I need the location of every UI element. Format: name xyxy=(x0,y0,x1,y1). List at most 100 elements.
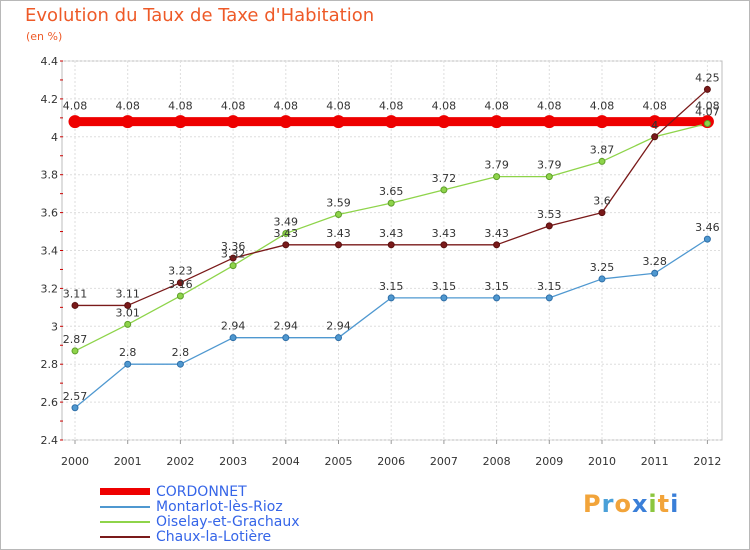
data-point-oiselay xyxy=(282,229,290,237)
x-tick-label: 2007 xyxy=(430,455,458,468)
data-point-montarlot xyxy=(703,235,711,243)
chart-unit-label: (en %) xyxy=(26,30,63,43)
y-tick-label: 3.6 xyxy=(41,207,59,220)
y-tick-label: 2.4 xyxy=(41,434,59,447)
data-point-chaux xyxy=(335,241,342,249)
data-point-cordonnet xyxy=(121,115,135,129)
data-point-chaux xyxy=(598,209,606,217)
data-label-chaux: 3.11 xyxy=(63,287,88,300)
legend: CORDONNET Montarlot-lès-Rioz Oiselay-et-… xyxy=(100,483,400,545)
data-point-montarlot xyxy=(387,294,395,302)
data-label-oiselay: 2.87 xyxy=(63,333,88,346)
legend-item-cordonnet: CORDONNET xyxy=(100,483,400,500)
data-label-chaux: 4.25 xyxy=(695,71,720,84)
data-point-montarlot xyxy=(493,294,501,302)
legend-label: Chaux-la-Lotière xyxy=(156,528,272,545)
data-point-cordonnet xyxy=(648,115,662,129)
data-label-cordonnet: 4.08 xyxy=(484,100,509,113)
x-tick-label: 2011 xyxy=(641,455,669,468)
data-point-chaux xyxy=(651,133,659,141)
data-label-montarlot: 3.15 xyxy=(432,280,457,293)
data-point-chaux xyxy=(493,241,501,249)
data-label-oiselay: 4.07 xyxy=(695,106,720,119)
data-label-oiselay: 3.49 xyxy=(274,215,299,228)
logo-letter: i xyxy=(648,490,658,518)
data-label-cordonnet: 4.08 xyxy=(432,100,457,113)
data-label-cordonnet: 4.08 xyxy=(63,100,88,113)
x-tick-label: 2004 xyxy=(272,455,300,468)
data-point-oiselay xyxy=(176,292,184,300)
data-point-montarlot xyxy=(598,275,606,283)
legend-swatch-chaux xyxy=(100,535,150,538)
legend-label: CORDONNET xyxy=(156,483,247,500)
data-point-oiselay xyxy=(545,173,553,181)
data-label-chaux: 3.23 xyxy=(168,265,193,278)
data-label-oiselay: 3.59 xyxy=(326,196,351,209)
data-point-cordonnet xyxy=(595,115,609,129)
y-tick-label: 3.4 xyxy=(41,245,59,258)
x-tick-label: 2003 xyxy=(219,455,247,468)
data-point-cordonnet xyxy=(68,115,82,129)
data-point-chaux xyxy=(282,241,290,249)
data-label-montarlot: 2.94 xyxy=(221,320,246,333)
legend-swatch-oiselay xyxy=(100,520,150,523)
data-point-cordonnet xyxy=(279,115,293,129)
chart-title: Evolution du Taux de Taxe d'Habitation xyxy=(25,5,375,26)
x-tick-label: 2006 xyxy=(377,455,405,468)
logo-letter: r xyxy=(601,490,615,518)
data-label-oiselay: 3.79 xyxy=(484,159,509,172)
data-point-chaux xyxy=(176,279,184,287)
data-label-oiselay: 3.87 xyxy=(590,143,615,156)
data-point-montarlot xyxy=(124,360,132,368)
data-label-cordonnet: 4.08 xyxy=(695,100,720,113)
data-point-cordonnet xyxy=(226,115,240,129)
data-label-cordonnet: 4.08 xyxy=(221,100,246,113)
data-point-oiselay xyxy=(71,347,79,355)
data-label-chaux: 3.11 xyxy=(115,287,140,300)
y-tick-label: 2.6 xyxy=(41,396,59,409)
x-tick-label: 2005 xyxy=(325,455,353,468)
data-label-montarlot: 3.15 xyxy=(484,280,509,293)
logo-letter: i xyxy=(670,490,680,518)
data-point-montarlot xyxy=(176,360,184,368)
legend-label: Oiselay-et-Grachaux xyxy=(156,513,300,530)
data-label-cordonnet: 4.08 xyxy=(168,100,193,113)
data-label-oiselay: 3.79 xyxy=(537,159,562,172)
legend-swatch-cordonnet xyxy=(100,488,150,495)
legend-swatch-montarlot xyxy=(100,505,150,508)
data-label-oiselay: 4 xyxy=(651,119,658,132)
data-label-oiselay: 3.01 xyxy=(115,306,140,319)
data-point-montarlot xyxy=(71,404,79,412)
y-tick-label: 4.2 xyxy=(41,93,59,106)
x-tick-label: 2009 xyxy=(535,455,563,468)
data-point-chaux xyxy=(71,301,79,309)
data-label-oiselay: 3.32 xyxy=(221,248,246,261)
data-point-montarlot xyxy=(440,294,448,302)
data-point-cordonnet xyxy=(384,115,398,129)
data-label-montarlot: 2.94 xyxy=(274,320,299,333)
data-label-montarlot: 3.46 xyxy=(695,221,720,234)
data-point-montarlot xyxy=(335,334,342,342)
data-label-cordonnet: 4.08 xyxy=(274,100,299,113)
x-tick-label: 2010 xyxy=(588,455,616,468)
data-point-cordonnet xyxy=(437,115,451,129)
y-tick-label: 4 xyxy=(51,131,58,144)
data-label-chaux: 3.43 xyxy=(484,227,509,240)
data-label-oiselay: 3.16 xyxy=(168,278,193,291)
y-tick-label: 3.2 xyxy=(41,282,59,295)
data-label-cordonnet: 4.08 xyxy=(379,100,404,113)
y-tick-label: 3 xyxy=(51,320,58,333)
logo-letter: o xyxy=(614,490,632,518)
data-label-cordonnet: 4.08 xyxy=(537,100,562,113)
proxiti-logo: Proxiti xyxy=(583,490,679,518)
data-point-chaux xyxy=(703,85,711,93)
data-label-chaux: 3.43 xyxy=(379,227,404,240)
legend-item-chaux: Chaux-la-Lotière xyxy=(100,528,400,545)
data-label-chaux: 3.43 xyxy=(274,227,299,240)
data-point-montarlot xyxy=(545,294,553,302)
data-point-chaux xyxy=(124,301,132,309)
data-point-oiselay xyxy=(703,120,711,128)
data-point-oiselay xyxy=(229,262,237,270)
data-point-chaux xyxy=(545,222,553,230)
legend-label: Montarlot-lès-Rioz xyxy=(156,498,283,515)
